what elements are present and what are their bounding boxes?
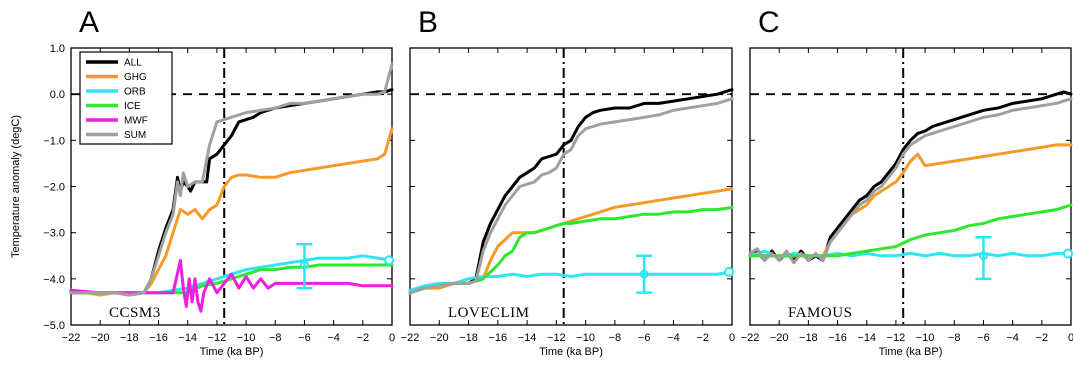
y-tick-label: −1.0 <box>43 135 65 147</box>
x-tick-label: 0 <box>389 332 395 344</box>
error-bar-center <box>299 260 309 270</box>
model-label: FAMOUS <box>788 305 852 321</box>
x-tick-label: −20 <box>770 332 789 344</box>
end-marker <box>384 255 394 266</box>
x-tick-label: −20 <box>91 332 110 344</box>
error-bar-center <box>978 251 988 261</box>
panel-letter: B <box>418 6 438 39</box>
x-tick-label: −14 <box>857 332 876 344</box>
end-marker <box>724 266 734 277</box>
panel-letter: C <box>758 6 780 39</box>
x-tick-label: −8 <box>948 332 961 344</box>
x-axis-title: Time (ka BP) <box>200 346 264 358</box>
x-tick-label: −22 <box>401 332 420 344</box>
x-tick-label: −18 <box>120 332 139 344</box>
series-line-sum <box>748 97 1073 265</box>
x-tick-label: −8 <box>269 332 282 344</box>
x-tick-label: −2 <box>696 332 709 344</box>
series-line-ice <box>748 203 1073 258</box>
y-tick-label: −4.0 <box>43 274 65 286</box>
legend-label-ghg: GHG <box>124 72 147 83</box>
x-tick-label: −10 <box>237 332 256 344</box>
legend-label-all: ALL <box>124 58 142 69</box>
y-tick-label: −2.0 <box>43 182 65 194</box>
model-label: LOVECLIM <box>448 305 530 321</box>
x-tick-label: −2 <box>357 332 370 344</box>
x-tick-label: −4 <box>327 332 340 344</box>
x-tick-label: −2 <box>1036 332 1049 344</box>
x-tick-label: −4 <box>667 332 680 344</box>
x-tick-label: −8 <box>609 332 622 344</box>
series-line-ghg <box>69 127 394 297</box>
x-tick-label: −18 <box>799 332 818 344</box>
legend-label-sum: SUM <box>124 130 146 141</box>
series-line-all <box>408 88 734 295</box>
x-tick-label: −4 <box>1006 332 1019 344</box>
series-line-orb <box>408 270 734 292</box>
x-axis-title: Time (ka BP) <box>879 346 943 358</box>
legend-label-orb: ORB <box>124 87 146 98</box>
x-tick-label: −12 <box>887 332 906 344</box>
x-tick-label: −20 <box>430 332 449 344</box>
x-tick-label: −16 <box>488 332 507 344</box>
y-tick-label: 0.0 <box>50 89 65 101</box>
end-marker <box>1063 248 1073 259</box>
x-tick-label: −10 <box>916 332 935 344</box>
error-bar-center <box>639 269 649 279</box>
x-tick-label: 0 <box>1068 332 1073 344</box>
y-tick-label: −3.0 <box>43 228 65 240</box>
legend-label-mwf: MWF <box>124 116 148 127</box>
y-axis-title: Temperature anomaly (degC) <box>10 115 22 258</box>
x-tick-label: −22 <box>62 332 81 344</box>
x-tick-label: 0 <box>729 332 735 344</box>
x-tick-label: −16 <box>828 332 847 344</box>
legend-box <box>79 51 173 145</box>
x-tick-label: −14 <box>518 332 537 344</box>
x-tick-label: −14 <box>178 332 197 344</box>
x-tick-label: −12 <box>547 332 566 344</box>
x-tick-label: −10 <box>576 332 595 344</box>
series-line-ice <box>69 263 394 295</box>
series-line-sum <box>69 62 394 297</box>
x-tick-label: −6 <box>638 332 651 344</box>
model-label: CCSM3 <box>109 305 161 321</box>
y-tick-label: 1.0 <box>50 43 65 55</box>
x-tick-label: −12 <box>208 332 227 344</box>
x-tick-label: −18 <box>459 332 478 344</box>
y-tick-label: −5.0 <box>43 320 65 332</box>
x-tick-label: −6 <box>298 332 311 344</box>
plot-frame <box>749 47 1072 326</box>
series-line-mwf <box>69 258 394 313</box>
legend-label-ice: ICE <box>124 101 141 112</box>
x-tick-label: −16 <box>149 332 168 344</box>
x-tick-label: −6 <box>977 332 990 344</box>
series-line-sum <box>408 97 734 295</box>
panel-letter: A <box>79 6 99 39</box>
x-axis-title: Time (ka BP) <box>539 346 603 358</box>
series-line-all <box>748 90 1073 262</box>
x-tick-label: −22 <box>741 332 760 344</box>
